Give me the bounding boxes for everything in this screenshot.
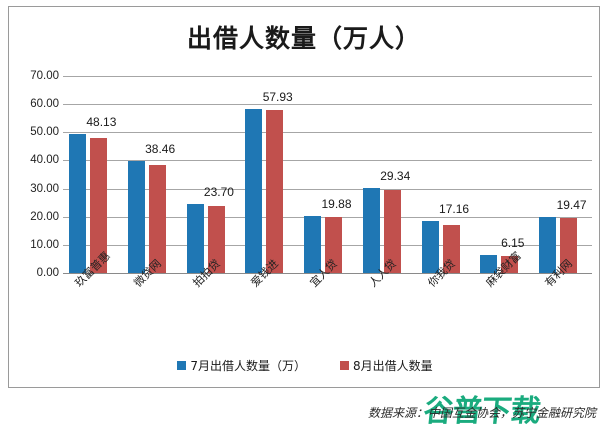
y-axis-tick-label: 70.00 [30, 70, 59, 82]
bar-august[interactable] [207, 206, 225, 273]
bar-data-label: 17.16 [439, 202, 470, 217]
bar-data-label: 38.46 [145, 141, 176, 156]
bar-group[interactable]: 23.70 [181, 76, 240, 273]
source-note: 数据来源：中国互金协会，苏宁金融研究院 [367, 406, 596, 420]
y-axis-tick-label: 60.00 [30, 98, 59, 111]
legend-label: 7月出借人数量（万） [190, 359, 306, 373]
bar-group[interactable]: 19.47 [533, 76, 592, 273]
bar-august[interactable] [501, 255, 519, 273]
x-axis-category-labels: 玖富普惠 微贷网 拍拍贷 爱钱进 宜人贷 人人贷 你我贷 麻袋财富 有利网 [63, 249, 592, 341]
chart-container: 出借人数量（万人） 0.00 10.00 20.00 30.00 40.00 50.00 6… [8, 6, 600, 388]
chart-title: 出借人数量（万人） [186, 26, 421, 53]
bar-august[interactable] [90, 137, 107, 273]
legend-item[interactable]: 7月出借人数量（万） [177, 357, 306, 374]
bar-august[interactable] [148, 164, 166, 273]
gridline [63, 160, 592, 162]
bar-august[interactable] [383, 190, 401, 273]
bar-group[interactable]: 29.34 [357, 76, 416, 273]
bar-group[interactable]: 38.46 [122, 76, 181, 273]
bar-july[interactable] [480, 255, 498, 273]
gridline [63, 188, 592, 190]
gridline [63, 132, 592, 134]
bar-data-label: 19.88 [321, 196, 352, 211]
gridline [63, 273, 592, 274]
bar-july[interactable] [539, 216, 557, 273]
y-axis-tick-label: 20.00 [30, 210, 59, 223]
legend-item[interactable]: 8月出借人数量 [340, 357, 433, 374]
bar-july[interactable] [186, 203, 204, 273]
bar-data-label: 23.70 [203, 184, 234, 199]
bar-august[interactable] [325, 217, 343, 273]
bar-group[interactable]: 6.15 [474, 76, 533, 273]
bar-data-label: 29.34 [380, 169, 411, 184]
bar-group[interactable]: 48.13 [63, 76, 122, 273]
legend-color-swatch [177, 361, 187, 370]
bar-series-layer: 48.13 38.46 23.70 57.93 19.88 29.34 17.16 6.15 1… [63, 76, 592, 273]
bar-july[interactable] [421, 221, 439, 273]
y-axis-tick-label: 10.00 [30, 238, 59, 251]
legend-label: 8月出借人数量 [353, 359, 433, 373]
bar-august[interactable] [560, 218, 578, 273]
legend-color-swatch [340, 361, 349, 370]
bar-july[interactable] [362, 188, 380, 273]
bar-group[interactable]: 17.16 [416, 76, 475, 273]
plot-area: 48.13 38.46 23.70 57.93 19.88 29.34 17.16 6.15 1… [63, 76, 592, 274]
gridline [63, 104, 592, 106]
bar-august[interactable] [266, 109, 284, 273]
bar-data-label: 19.47 [556, 197, 587, 212]
bar-data-label: 48.13 [86, 114, 117, 129]
bar-data-label: 6.15 [501, 235, 525, 250]
y-axis-tick-label: 0.00 [36, 267, 59, 279]
y-axis-tick-label: 30.00 [30, 182, 59, 195]
bar-july[interactable] [69, 133, 86, 273]
y-axis-labels: 0.00 10.00 20.00 30.00 40.00 50.00 60.00 70.00 [9, 70, 59, 279]
bar-july[interactable] [304, 215, 322, 273]
gridline [63, 76, 592, 77]
y-axis-tick-label: 40.00 [30, 154, 59, 167]
bar-july[interactable] [245, 108, 263, 273]
bar-group[interactable]: 57.93 [239, 76, 298, 273]
bar-group[interactable]: 19.88 [298, 76, 357, 273]
y-axis-tick-label: 50.00 [30, 126, 59, 139]
bar-data-label: 57.93 [262, 89, 293, 104]
bar-july[interactable] [127, 161, 145, 273]
chart-legend: 7月出借人数量（万） 8月出借人数量 [9, 357, 601, 374]
bar-august[interactable] [442, 224, 460, 273]
